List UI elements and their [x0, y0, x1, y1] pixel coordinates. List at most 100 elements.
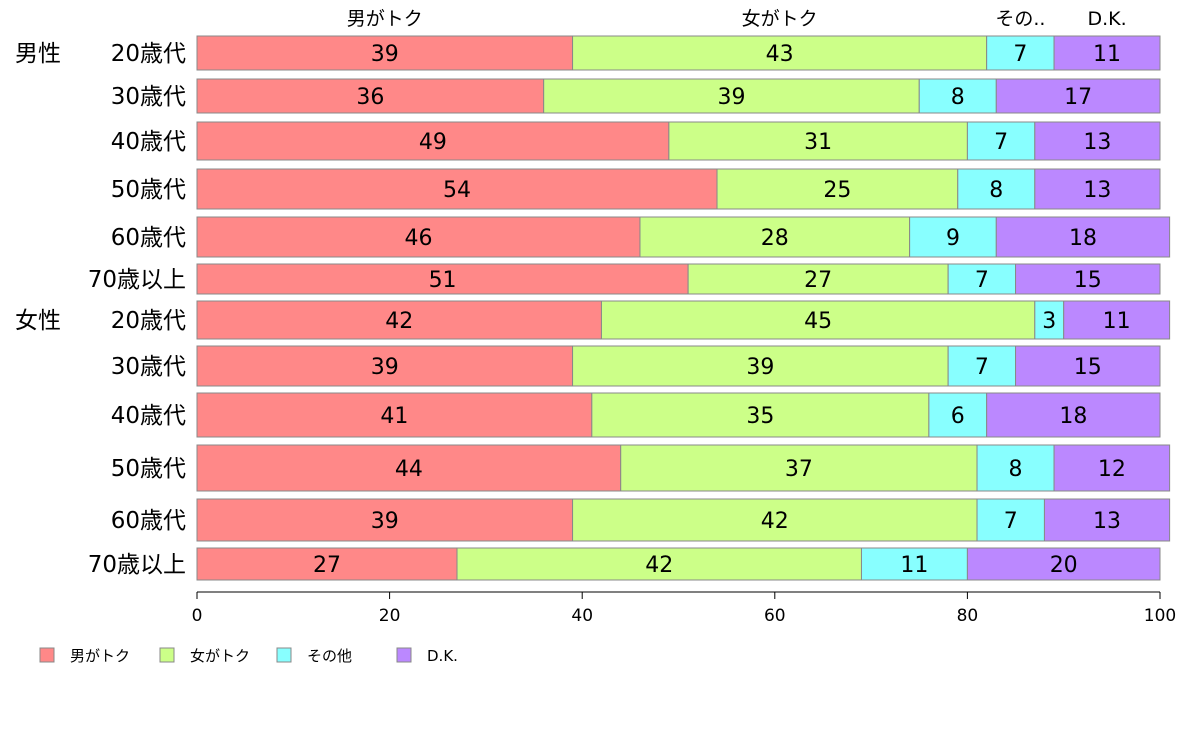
- bar-segment: [716, 168, 959, 210]
- bar-segment: [976, 444, 1055, 492]
- bar-value-label: 39: [371, 42, 399, 67]
- group-label: 男性: [15, 41, 61, 67]
- bar-value-label: 17: [1064, 85, 1092, 110]
- column-header: 男がトク: [347, 8, 423, 30]
- bar-segment: [687, 263, 949, 295]
- row-label: 60歳代: [111, 508, 186, 534]
- bar-value-label: 28: [761, 226, 789, 251]
- bar-segment: [572, 35, 988, 71]
- bar-value-label: 3: [1042, 309, 1056, 334]
- bar-value-label: 13: [1083, 130, 1111, 155]
- bar-segment: [1063, 300, 1171, 340]
- bar-segment: [995, 216, 1171, 258]
- row-label: 50歳代: [111, 177, 186, 203]
- legend-label: D.K.: [427, 647, 458, 665]
- bar-segment: [572, 498, 978, 542]
- row-label: 70歳以上: [88, 267, 186, 293]
- bar-segment: [196, 35, 574, 71]
- bar-value-label: 36: [356, 85, 384, 110]
- bar-value-label: 42: [761, 509, 789, 534]
- bar-segment: [196, 121, 670, 161]
- row-label: 40歳代: [111, 129, 186, 155]
- bar-value-label: 11: [1103, 309, 1131, 334]
- bar-segment: [620, 444, 978, 492]
- bar-value-label: 11: [900, 553, 928, 578]
- bar-value-label: 20: [1050, 553, 1078, 578]
- bar-value-label: 46: [404, 226, 432, 251]
- bar-segment: [543, 78, 920, 114]
- group-label: 女性: [15, 308, 61, 334]
- x-tick-label: 60: [764, 606, 786, 626]
- bar-value-label: 7: [975, 355, 989, 380]
- column-header: 女がトク: [742, 8, 818, 30]
- bar-value-label: 49: [419, 130, 447, 155]
- bar-value-label: 7: [994, 130, 1008, 155]
- x-tick-label: 0: [192, 606, 203, 626]
- bar-segment: [995, 78, 1161, 114]
- row-label: 20歳代: [111, 308, 186, 334]
- bar-segment: [860, 547, 968, 581]
- row-label: 30歳代: [111, 354, 186, 380]
- bar-value-label: 42: [645, 553, 673, 578]
- bar-segment: [1015, 263, 1161, 295]
- column-headers: 男がトク 女がトク その.. D.K.: [347, 8, 1127, 30]
- row-label: 20歳代: [111, 41, 186, 67]
- bar-value-label: 27: [313, 553, 341, 578]
- bar-value-label: 37: [785, 457, 813, 482]
- bar-segment: [1053, 444, 1171, 492]
- bar-value-label: 45: [804, 309, 832, 334]
- bar-segment: [639, 216, 911, 258]
- bar-segment: [1034, 168, 1161, 210]
- bar-segment: [986, 392, 1161, 438]
- bar-segment: [591, 392, 930, 438]
- bar-segment: [918, 78, 997, 114]
- bar-value-label: 8: [1009, 457, 1023, 482]
- bar-value-label: 25: [823, 178, 851, 203]
- bar-segment: [196, 547, 458, 581]
- bar-segment: [196, 216, 641, 258]
- row-label: 40歳代: [111, 403, 186, 429]
- bar-segment: [196, 263, 689, 295]
- legend-label: その他: [307, 647, 352, 665]
- bar-value-label: 39: [717, 85, 745, 110]
- row-label: 70歳以上: [88, 552, 186, 578]
- column-header: その..: [995, 8, 1045, 30]
- x-tick-label: 40: [571, 606, 593, 626]
- x-tick-label: 100: [1144, 606, 1176, 626]
- bar-value-label: 39: [746, 355, 774, 380]
- bar-segment: [1015, 345, 1161, 387]
- bar-value-label: 51: [429, 268, 457, 293]
- legend-swatch: [276, 647, 292, 663]
- bar-value-label: 7: [975, 268, 989, 293]
- bar-segment: [909, 216, 997, 258]
- bar-segment: [1043, 498, 1171, 542]
- bar-value-label: 9: [946, 226, 960, 251]
- row-label: 60歳代: [111, 225, 186, 251]
- row-labels: 20歳代男性30歳代40歳代50歳代60歳代70歳以上20歳代女性30歳代40歳…: [15, 41, 186, 578]
- bar-value-label: 15: [1074, 268, 1102, 293]
- bar-segment: [196, 300, 602, 340]
- bar-segment: [947, 263, 1017, 295]
- legend-label: 男がトク: [70, 647, 130, 665]
- bar-value-label: 41: [380, 404, 408, 429]
- bar-value-label: 44: [395, 457, 423, 482]
- bar-segment: [1034, 300, 1065, 340]
- bar-value-label: 39: [371, 509, 399, 534]
- bar-value-label: 6: [951, 404, 965, 429]
- bar-segment: [668, 121, 968, 161]
- bar-segment: [947, 345, 1017, 387]
- bar-value-label: 31: [804, 130, 832, 155]
- bar-segment: [1053, 35, 1161, 71]
- bar-segment: [456, 547, 862, 581]
- x-tick-label: 80: [957, 606, 979, 626]
- bar-value-label: 18: [1059, 404, 1087, 429]
- bar-value-label: 15: [1074, 355, 1102, 380]
- bar-value-label: 13: [1083, 178, 1111, 203]
- bar-segment: [196, 345, 574, 387]
- bar-value-label: 54: [443, 178, 471, 203]
- bar-value-label: 13: [1093, 509, 1121, 534]
- bar-value-label: 35: [746, 404, 774, 429]
